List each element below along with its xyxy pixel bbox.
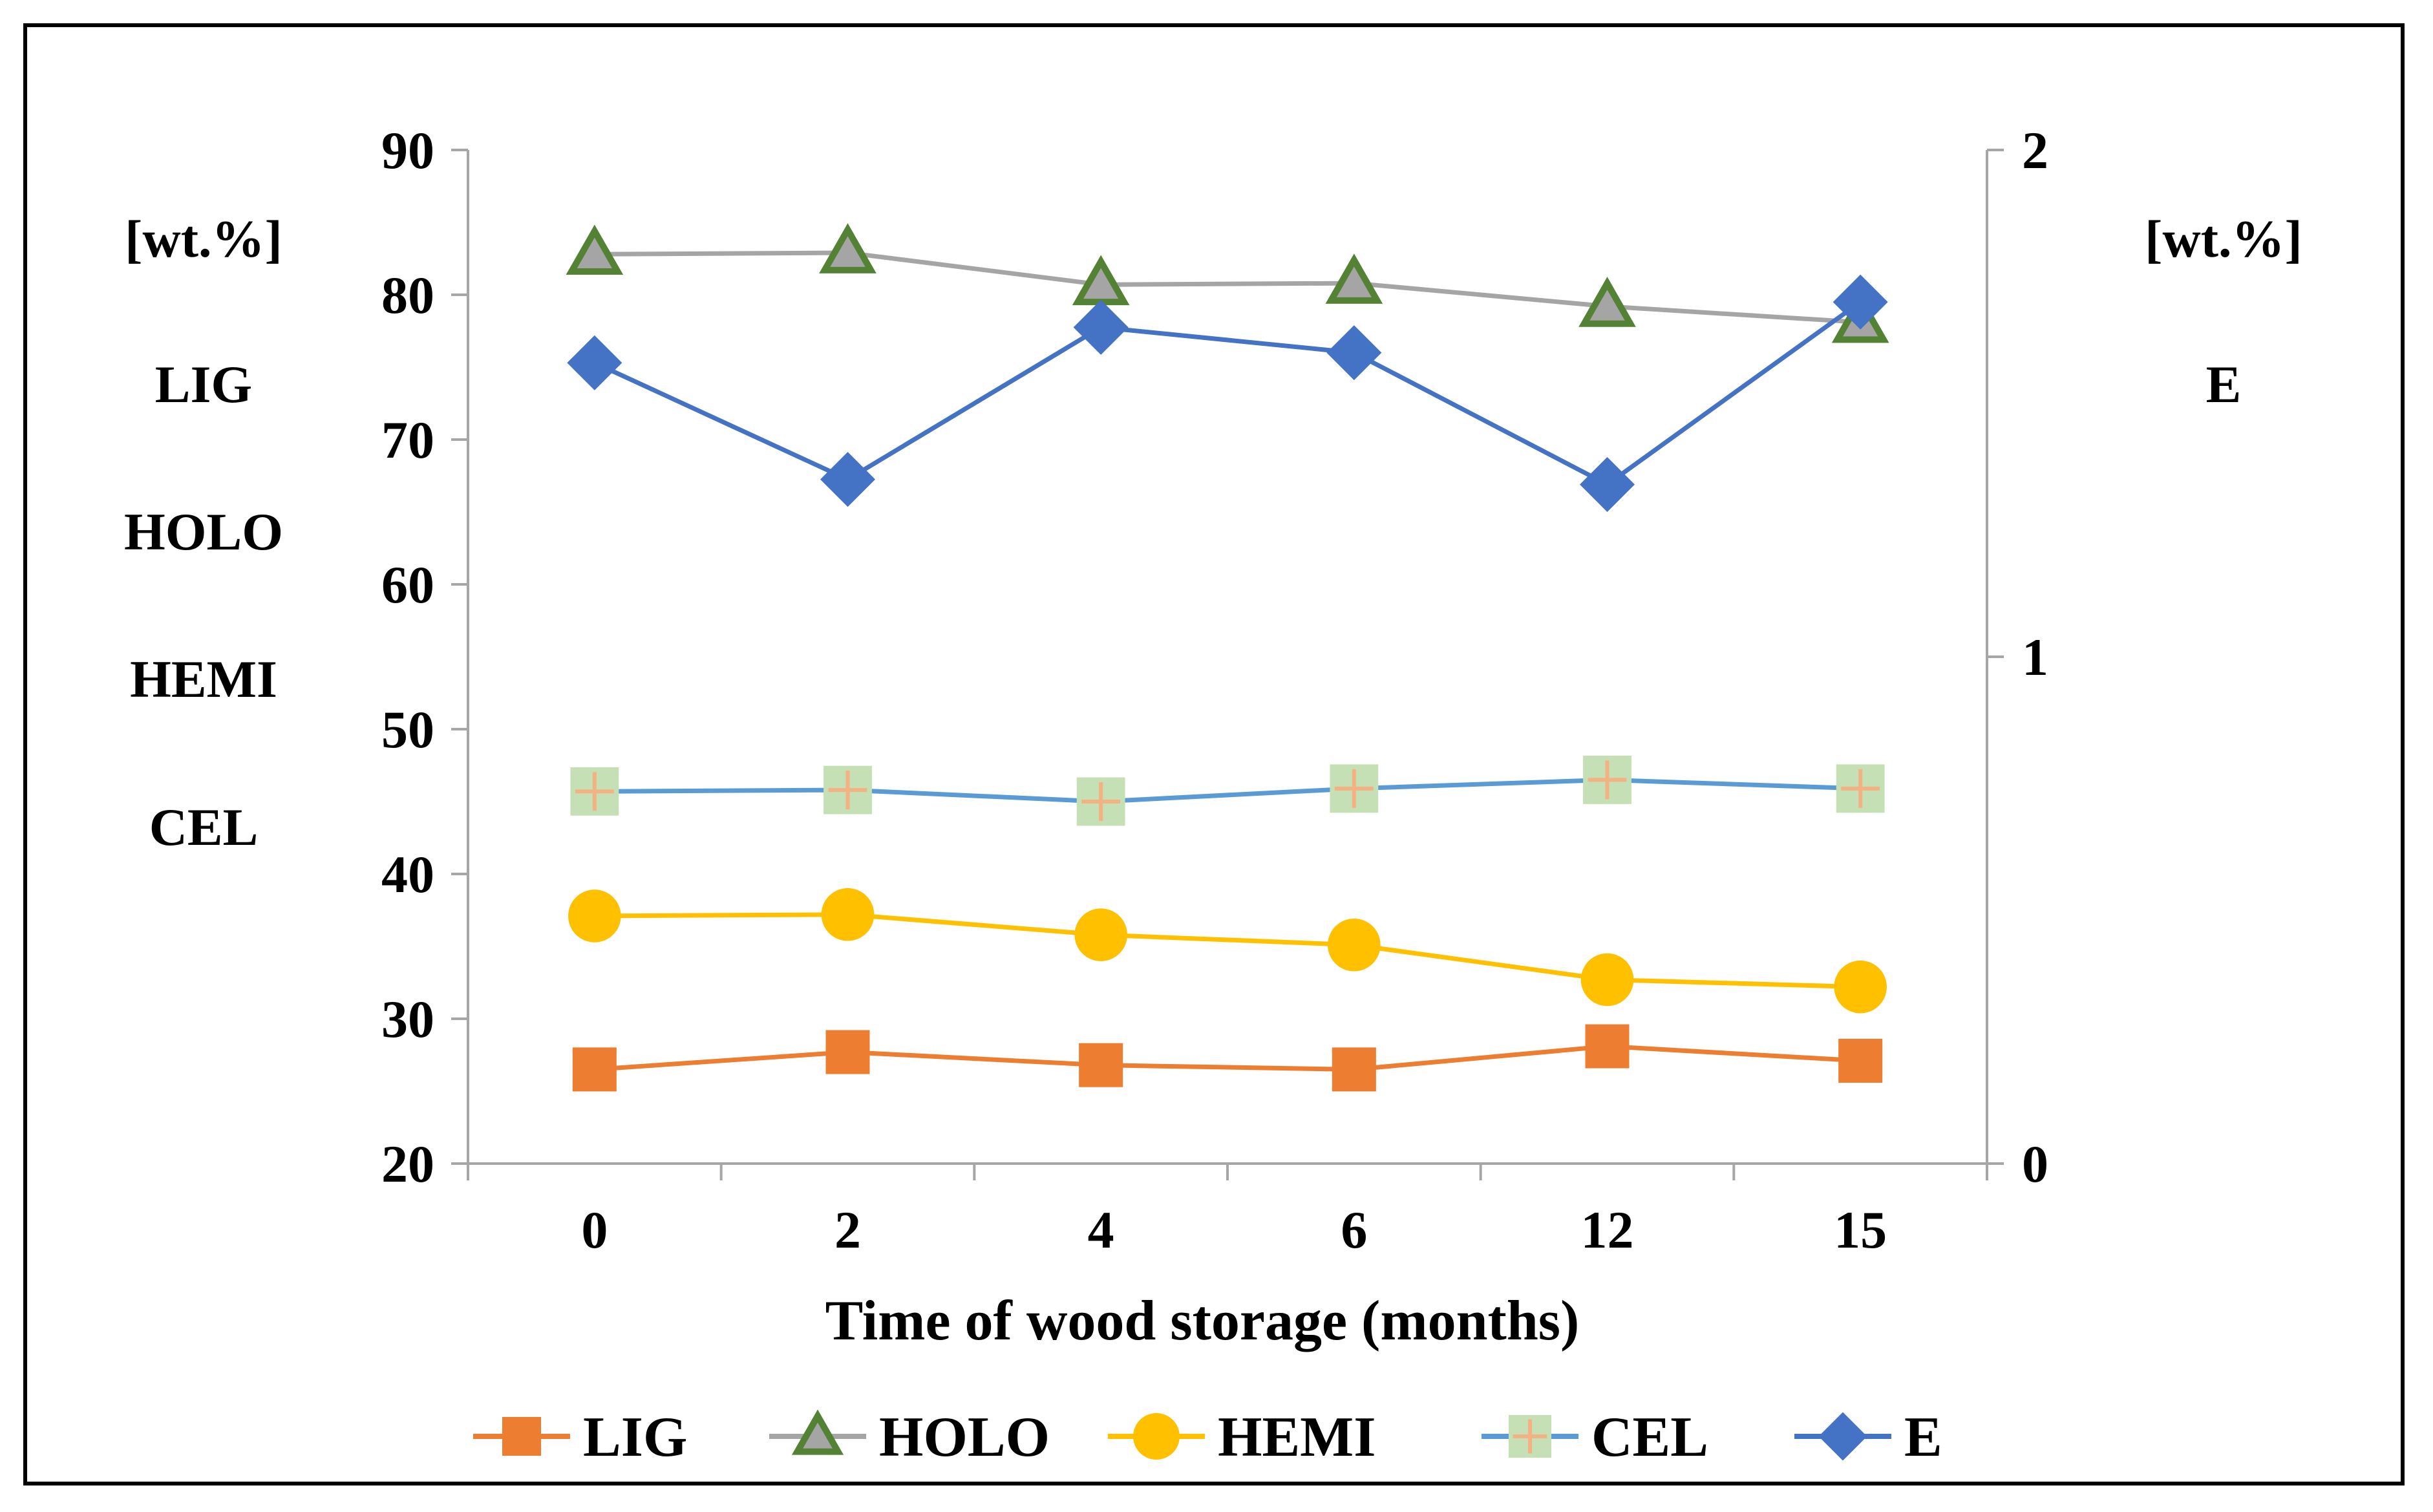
series-line-hemi — [594, 912, 1861, 990]
data-point-cel — [1076, 777, 1125, 826]
left-axis-series-label-lig: LIG — [155, 355, 252, 414]
legend-marker-lig — [502, 1417, 541, 1456]
legend-label-lig: LIG — [583, 1406, 687, 1469]
x-tick-label: 15 — [1834, 1200, 1887, 1259]
right-y-tick-label: 0 — [2022, 1134, 2048, 1193]
legend-item-hemi: HEMI — [1108, 1406, 1376, 1469]
legend-item-e: E — [1794, 1406, 1942, 1469]
x-tick-label: 4 — [1088, 1200, 1114, 1259]
series-line-e — [593, 300, 1862, 487]
series-cel — [570, 756, 1885, 826]
data-point-lig — [572, 1047, 617, 1092]
right-axis-series-label-e: E — [2206, 355, 2242, 414]
data-point-cel — [570, 767, 619, 816]
legend-label-hemi: HEMI — [1218, 1406, 1376, 1469]
data-point-hemi — [821, 888, 875, 941]
data-point-hemi — [1580, 953, 1634, 1006]
left-y-tick-label: 30 — [381, 990, 434, 1049]
chart-frame: 20 30 40 50 60 70 80 90 0 1 2 0 2 4 6 12 15 Time of wood… — [23, 23, 2405, 1485]
data-point-e — [1580, 456, 1635, 512]
right-y-tick-label: 1 — [2022, 628, 2048, 687]
data-point-cel — [1583, 756, 1631, 804]
data-point-lig — [825, 1030, 870, 1074]
data-point-cel — [823, 765, 872, 815]
left-y-tick-label: 20 — [381, 1134, 434, 1193]
data-point-cel — [1330, 764, 1379, 813]
legend-marker-cel — [1509, 1415, 1551, 1458]
data-point-holo — [1578, 277, 1636, 327]
left-y-tick-label: 60 — [381, 555, 434, 614]
data-point-holo — [1325, 253, 1383, 304]
data-point-hemi — [1834, 960, 1887, 1014]
x-tick-label: 0 — [581, 1200, 608, 1259]
left-axis-series-label-holo: HOLO — [124, 502, 283, 561]
legend: LIG HOLO HEMI CEL E — [473, 1406, 1942, 1469]
data-point-holo — [819, 223, 877, 273]
series-holo — [566, 223, 1889, 343]
left-y-tick-label: 90 — [381, 121, 434, 180]
left-y-tick-label: 50 — [381, 700, 434, 759]
legend-item-holo: HOLO — [769, 1406, 1050, 1469]
data-point-e — [567, 335, 622, 390]
data-point-lig — [1332, 1047, 1376, 1092]
left-axis-series-label-hemi: HEMI — [130, 650, 277, 708]
data-point-hemi — [1328, 918, 1381, 972]
series-line-cel — [594, 777, 1861, 804]
data-point-e — [820, 452, 875, 507]
legend-marker-e — [1818, 1412, 1867, 1461]
series-lig — [572, 1024, 1883, 1092]
series-layer — [566, 223, 1889, 1092]
data-point-cel — [1836, 764, 1885, 813]
data-point-lig — [1079, 1043, 1123, 1087]
x-axis-title: Time of wood storage (months) — [825, 1290, 1580, 1352]
data-point-hemi — [1074, 908, 1127, 961]
x-tick-label: 12 — [1581, 1200, 1634, 1259]
data-point-holo — [566, 224, 624, 275]
right-y-tick-label: 2 — [2022, 121, 2048, 180]
legend-item-lig: LIG — [473, 1406, 687, 1469]
left-y-tick-label: 70 — [381, 410, 434, 469]
series-line-holo — [594, 250, 1861, 325]
data-point-e — [1073, 299, 1129, 355]
left-axis-unit-label: [wt.%] — [125, 209, 282, 268]
legend-label-holo: HOLO — [879, 1406, 1050, 1469]
data-point-e — [1833, 274, 1888, 330]
series-e — [567, 274, 1888, 512]
left-y-tick-label: 80 — [381, 266, 434, 325]
left-y-tick-label: 40 — [381, 845, 434, 904]
right-axis-unit-label: [wt.%] — [2145, 209, 2302, 268]
x-tick-label: 6 — [1341, 1200, 1367, 1259]
data-point-e — [1326, 325, 1382, 381]
data-point-lig — [1585, 1024, 1630, 1069]
data-point-hemi — [568, 889, 621, 942]
legend-item-cel: CEL — [1482, 1406, 1708, 1469]
data-point-lig — [1838, 1038, 1883, 1083]
axis-labels: Time of wood storage (months) [wt.%] LIG… — [124, 209, 2302, 1352]
legend-marker-holo — [791, 1409, 844, 1455]
legend-label-e: E — [1904, 1406, 1942, 1469]
series-line-lig — [594, 1044, 1861, 1072]
legend-label-cel: CEL — [1591, 1406, 1708, 1469]
left-axis-series-label-cel: CEL — [149, 798, 259, 857]
x-tick-label: 2 — [834, 1200, 861, 1259]
legend-marker-hemi — [1133, 1413, 1180, 1460]
series-hemi — [568, 888, 1887, 1014]
